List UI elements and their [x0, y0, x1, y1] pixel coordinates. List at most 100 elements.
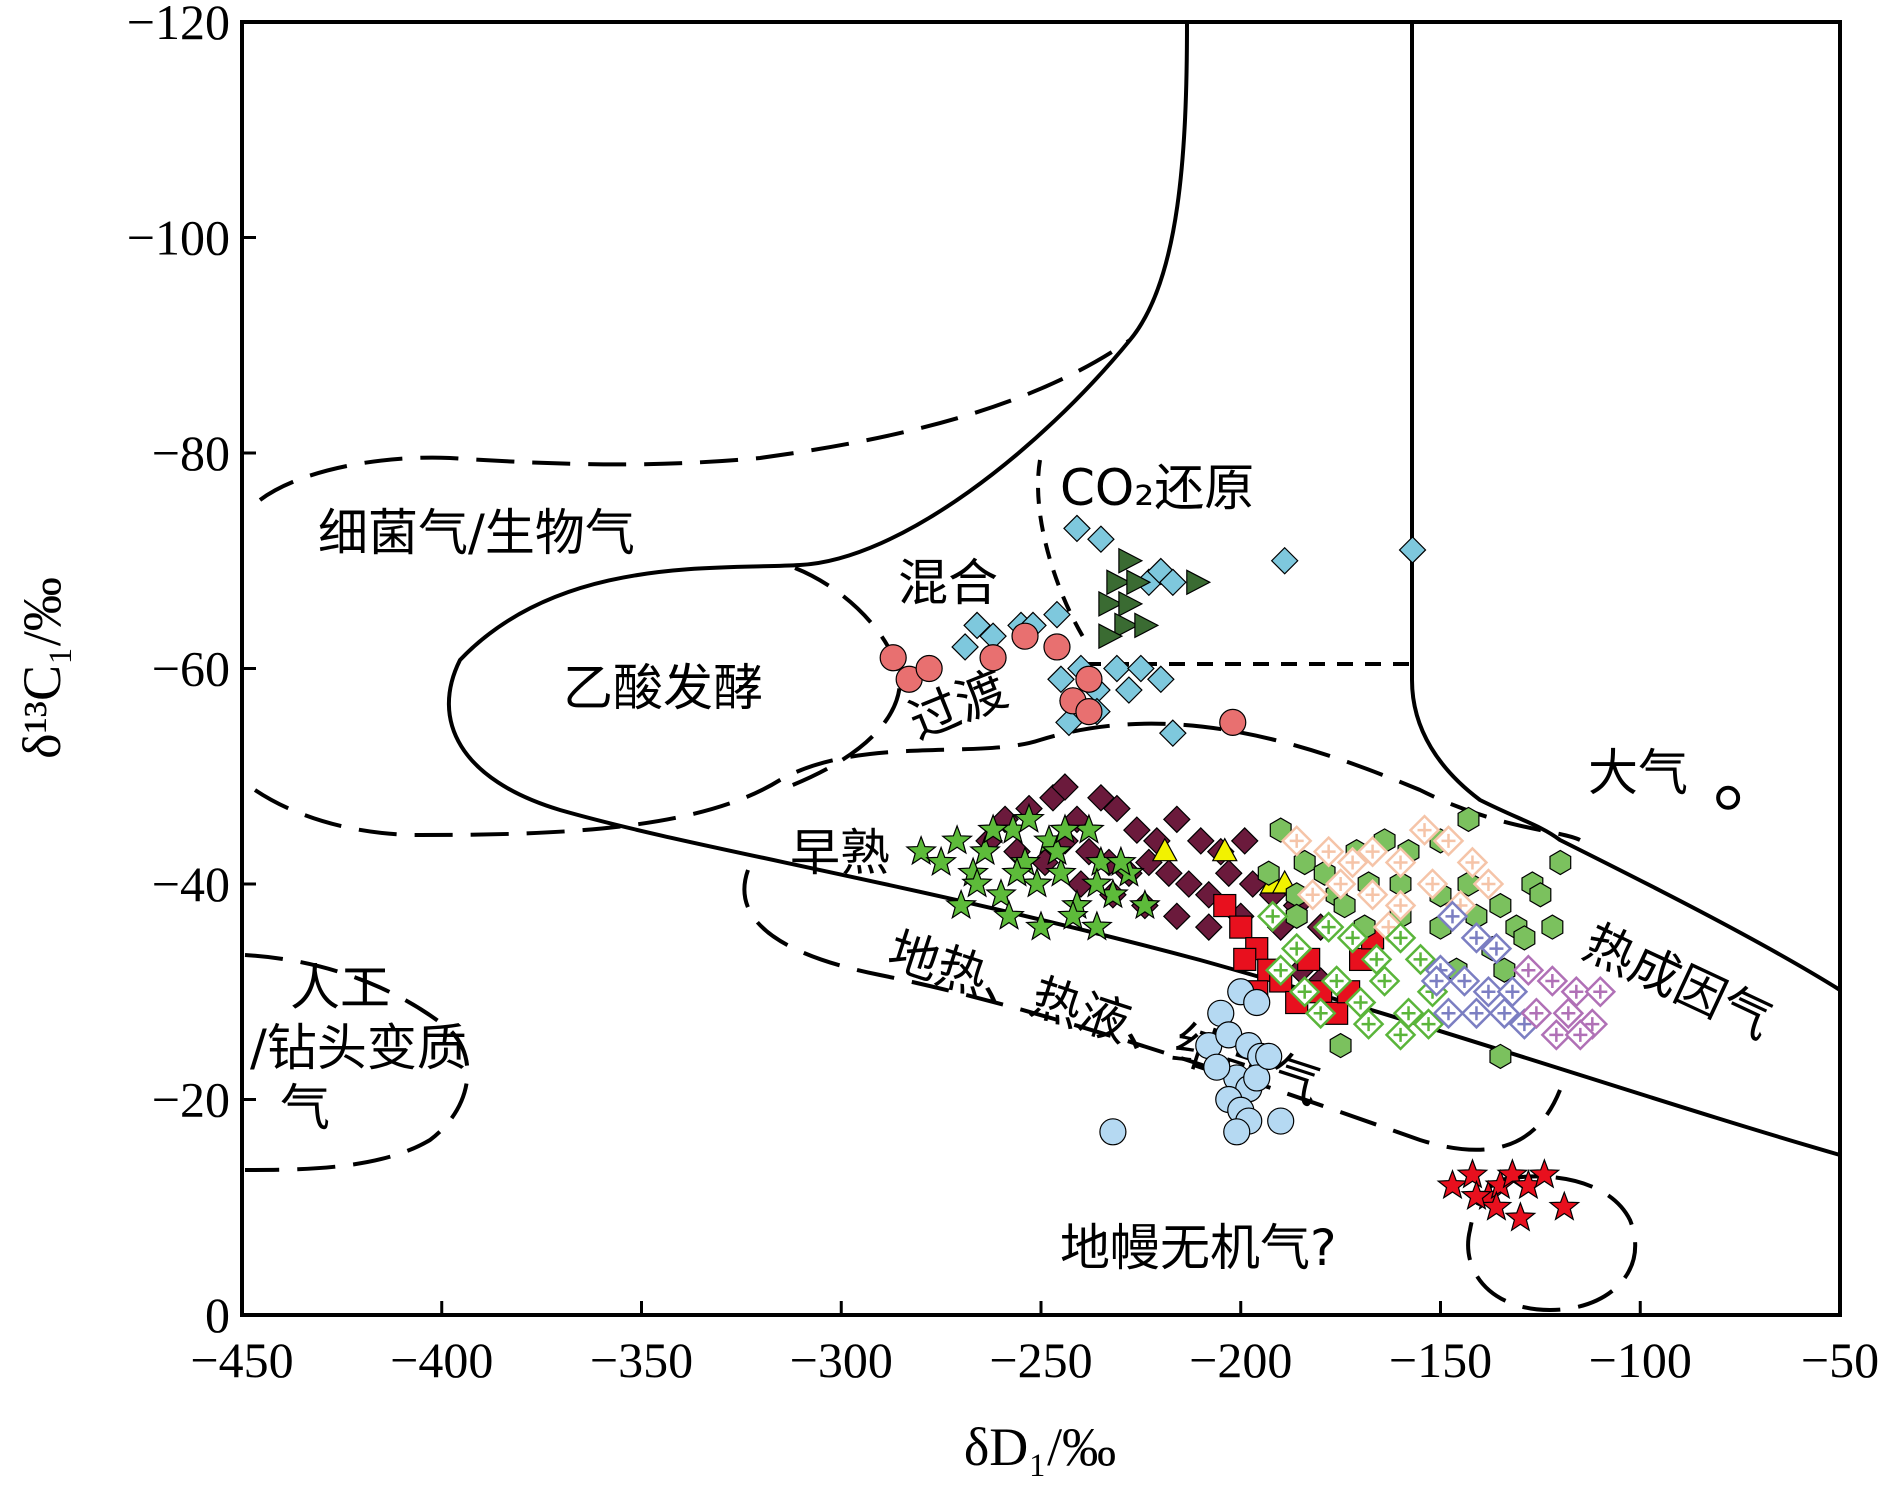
x-tick-label: −200 [1189, 1332, 1292, 1388]
data-point [1488, 997, 1521, 1030]
data-point [1213, 893, 1237, 918]
data-point [1087, 525, 1115, 554]
data-point [1233, 947, 1257, 972]
data-point [1536, 965, 1569, 997]
data-point [1087, 783, 1115, 812]
y-tick-label: −20 [152, 1072, 230, 1128]
data-point [1158, 568, 1187, 597]
data-point [969, 834, 1001, 866]
data-point [1489, 1043, 1512, 1070]
data-point [1552, 997, 1585, 1030]
region-label-early-mature: 早熟 [790, 824, 890, 882]
data-point [1256, 900, 1289, 933]
data-point [1528, 1158, 1561, 1189]
data-point [1584, 975, 1617, 1008]
data-point [1128, 888, 1161, 920]
data-point [1154, 859, 1183, 888]
data-point [1329, 1032, 1352, 1059]
data-point [1063, 514, 1091, 543]
y-tick-label: −80 [152, 425, 230, 481]
data-point [1513, 925, 1536, 951]
axis-tick-labels: −450 −400 −350 −300 −250 −200 −150 −100 −50−120−… [127, 0, 1879, 1388]
data-point [1312, 835, 1345, 868]
data-point [977, 813, 1009, 844]
data-point [1230, 827, 1259, 855]
data-point [1103, 654, 1131, 683]
y-tick-label: 0 [205, 1287, 230, 1343]
y-tick-label: −120 [127, 0, 230, 50]
data-point [1098, 590, 1124, 617]
data-point [1293, 849, 1316, 876]
data-point [1219, 708, 1247, 736]
region-label-bacterial: 细菌气/生物气 [318, 504, 635, 562]
data-point [1126, 569, 1152, 596]
x-tick-label: −300 [790, 1332, 893, 1388]
data-point [1493, 957, 1516, 983]
data-point [1013, 802, 1045, 833]
data-point [1368, 965, 1401, 997]
data-point [1457, 806, 1480, 833]
x-tick-label: −50 [1801, 1332, 1879, 1388]
data-point [1285, 903, 1308, 929]
data-point [1549, 849, 1572, 876]
data-point [1333, 892, 1356, 919]
data-point [1127, 654, 1155, 683]
data-point [1312, 911, 1345, 943]
data-point [1118, 547, 1144, 574]
x-tick-label: −450 [190, 1332, 293, 1388]
data-point [1540, 1019, 1573, 1051]
data-point [1118, 590, 1144, 617]
data-point [1541, 914, 1564, 940]
data-point [1162, 902, 1191, 931]
data-point [1081, 910, 1113, 941]
data-point [1384, 889, 1417, 922]
data-point [1404, 943, 1437, 976]
x-tick-label: −150 [1389, 1332, 1492, 1388]
data-point [1336, 846, 1369, 879]
region-boundaries [244, 21, 1842, 1313]
data-point [1151, 837, 1178, 862]
data-point [1257, 860, 1280, 886]
data-point [1716, 785, 1741, 810]
data-point [1496, 1158, 1529, 1189]
data-point [1489, 892, 1512, 919]
data-point [1520, 997, 1553, 1030]
data-point [941, 824, 974, 855]
data-point [1114, 612, 1140, 639]
data-point [1408, 814, 1441, 846]
data-point [1267, 1107, 1295, 1135]
data-point [945, 888, 978, 920]
data-point [1051, 773, 1079, 801]
data-point [1398, 536, 1427, 564]
data-point [1098, 623, 1124, 650]
x-tick-label: −250 [989, 1332, 1092, 1388]
data-point [1320, 965, 1353, 997]
data-point [1436, 1168, 1469, 1200]
plot-frame [240, 20, 1842, 1317]
data-point [1384, 1019, 1417, 1051]
data-point [1280, 825, 1313, 857]
data-point [1280, 932, 1313, 965]
data-point [1043, 633, 1071, 661]
data-point [951, 633, 979, 661]
data-point [1456, 1158, 1489, 1189]
data-point [961, 867, 993, 898]
data-point [1384, 846, 1417, 879]
data-point [1075, 665, 1103, 693]
data-point [1480, 932, 1513, 965]
data-point [1456, 846, 1489, 879]
data-point [1480, 1190, 1513, 1221]
data-point [1174, 870, 1203, 898]
data-point [1460, 1179, 1493, 1210]
region-label-artificial: 人工/钻头变质气 [250, 959, 467, 1137]
data-point [1162, 805, 1191, 834]
data-point [1025, 910, 1057, 941]
data-point [1356, 879, 1389, 911]
region-label-acetate: 乙酸发酵 [563, 659, 763, 717]
x-tick-label: −350 [590, 1332, 693, 1388]
x-axis-title: δD₁/‰ [964, 1417, 1116, 1477]
data-point [1223, 1118, 1251, 1146]
axis-ticks [240, 20, 1842, 1317]
data-point [1147, 665, 1175, 694]
